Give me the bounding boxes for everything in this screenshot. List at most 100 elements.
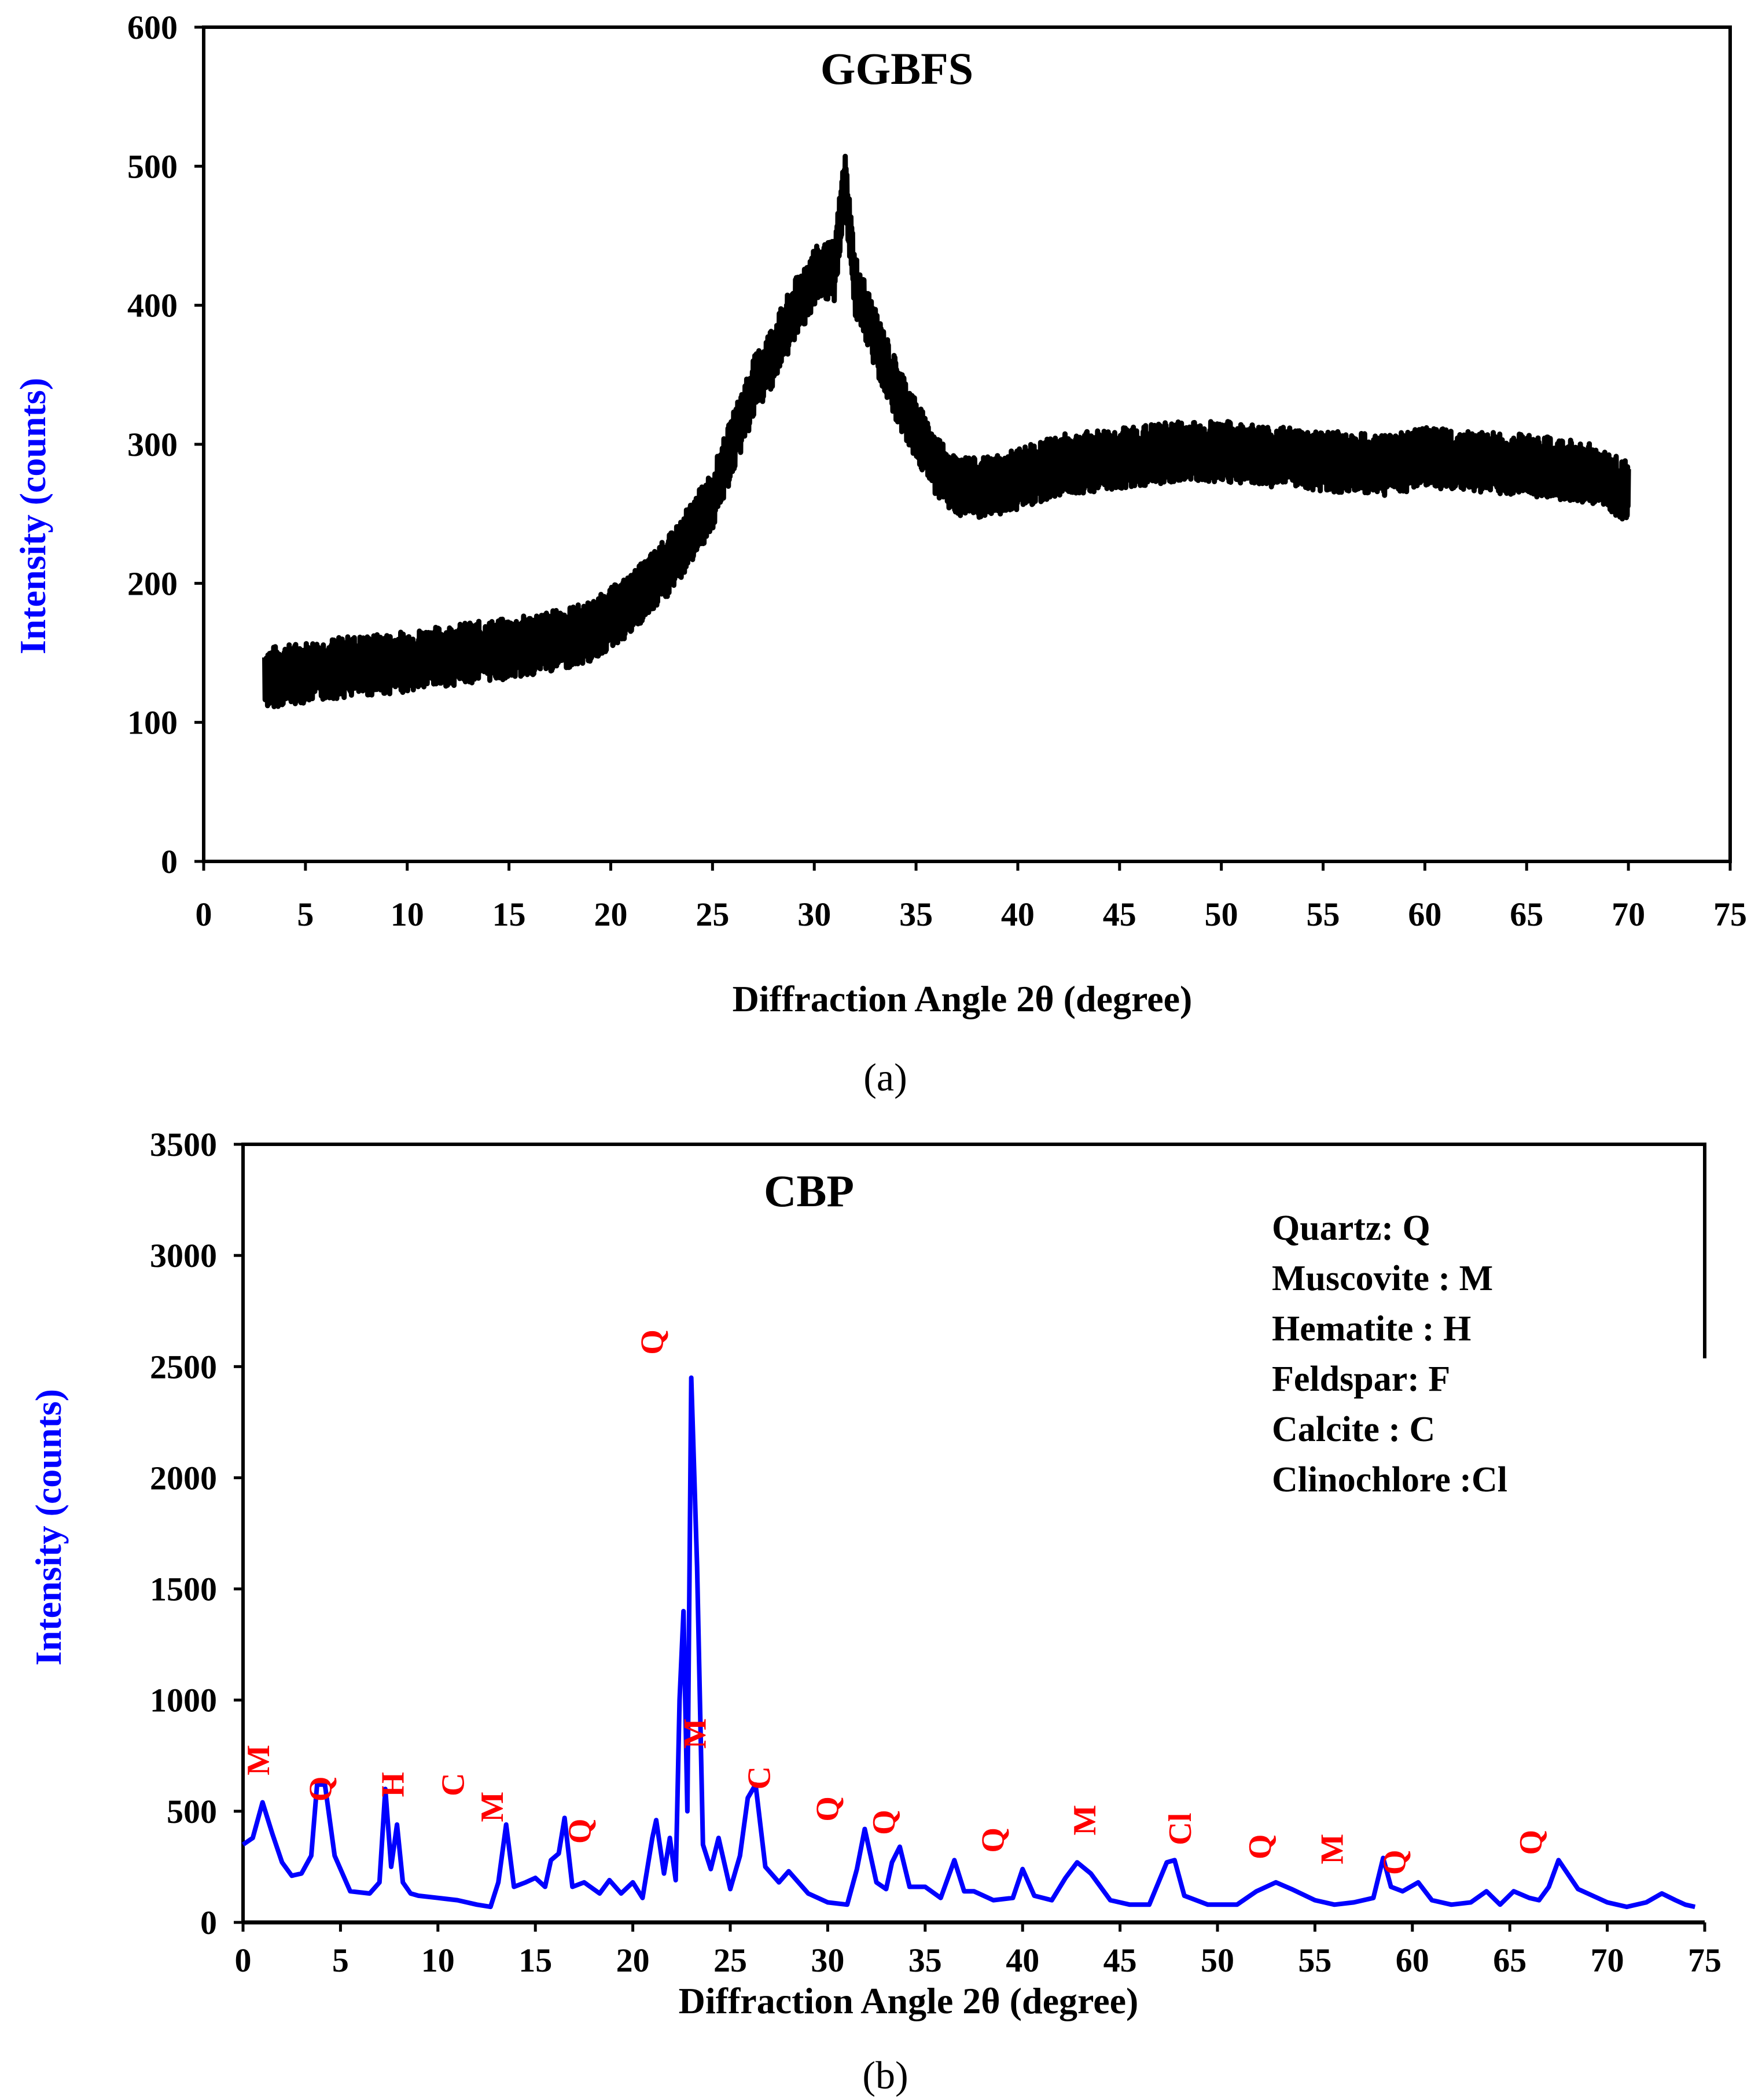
legend-entry-feldspar: Feldspar: F — [1272, 1360, 1450, 1399]
peak-label-h: H — [375, 1772, 411, 1797]
panel-a-y-axis-title: Intensity (counts) — [12, 378, 53, 654]
panel-b-x-axis-title: Diffraction Angle 2θ (degree) — [679, 1980, 1139, 2021]
panel-b-data-point — [272, 1833, 273, 1834]
panel-b-data-point — [1684, 1904, 1686, 1905]
panel-b-x-tick-label: 20 — [616, 1941, 650, 1979]
panel-a-y-tick-label: 300 — [127, 426, 178, 463]
panel-a-y-tick-label: 0 — [161, 843, 178, 880]
panel-b-y-tick-label: 3500 — [150, 1126, 217, 1163]
panel-b-data-point — [334, 1855, 335, 1856]
panel-b-x-tick-label: 55 — [1298, 1941, 1331, 1979]
panel-b-x-tick-label: 60 — [1396, 1941, 1429, 1979]
panel-b-series — [241, 1375, 1696, 1910]
peak-label-m: M — [241, 1745, 277, 1775]
panel-a-y-ticks: 0 100 200 300 400 500 600 — [127, 9, 204, 880]
peak-label-m: M — [1315, 1834, 1351, 1865]
panel-b-data-point — [1486, 1891, 1487, 1892]
panel-a-y-tick-label: 100 — [127, 704, 178, 742]
peak-label-q: Q — [634, 1329, 670, 1355]
panel-b-data-point — [609, 1880, 610, 1881]
panel-b-x-tick-label: 45 — [1103, 1941, 1137, 1979]
panel-b-data-point — [558, 1853, 560, 1854]
panel-b-data-point — [827, 1902, 828, 1903]
peak-label-m: M — [1067, 1805, 1103, 1836]
panel-b-x-tick-label: 40 — [1006, 1941, 1039, 1979]
panel-a-series — [262, 153, 1631, 709]
panel-b-y-tick-label: 3000 — [150, 1237, 217, 1274]
panel-a-x-tick-label: 45 — [1103, 896, 1136, 933]
panel-b-data-point — [1033, 1895, 1035, 1896]
panel-a-x-tick-label: 40 — [1001, 896, 1035, 933]
panel-b-data-point — [599, 1893, 600, 1894]
panel-b-data-point — [1513, 1891, 1514, 1892]
panel-b-plot-frame — [241, 1143, 1706, 1922]
legend-entry-calcite: Calcite : C — [1272, 1410, 1435, 1449]
panel-b-data-point — [242, 1844, 244, 1845]
panel-b-data-point — [1256, 1891, 1257, 1892]
panel-b-x-tick-label: 10 — [421, 1941, 455, 1979]
panel-a-x-tick-label: 0 — [196, 896, 212, 933]
panel-a-x-axis-title: Diffraction Angle 2θ (degree) — [733, 978, 1193, 1019]
panel-b-y-axis-title: Intensity (counts) — [28, 1389, 69, 1666]
panel-b-data-point — [755, 1784, 756, 1785]
panel-a-x-tick-label: 65 — [1510, 896, 1543, 933]
panel-b-x-tick-label: 25 — [713, 1941, 747, 1979]
peak-label-m: M — [474, 1792, 510, 1822]
panel-a-x-tick-label: 75 — [1713, 896, 1747, 933]
panel-a-y-tick-label: 400 — [127, 287, 178, 325]
peak-label-q: Q — [1242, 1834, 1278, 1860]
panel-a-y-tick-label: 200 — [127, 565, 178, 602]
legend-entry-clinochlore: Clinochlore :Cl — [1272, 1460, 1507, 1500]
panel-a-x-tick-label: 10 — [391, 896, 424, 933]
panel-b-data-point — [656, 1819, 657, 1821]
panel-b-x-tick-label: 35 — [908, 1941, 942, 1979]
panel-a-ggbfs: 0 100 200 300 400 500 600 0 5 10 15 20 25 30 35 40 45 50… — [12, 9, 1747, 1099]
panel-b-y-tick-label: 2000 — [150, 1459, 217, 1497]
panel-b-y-ticks: 0 500 1000 1500 2000 2500 3000 3500 — [150, 1126, 243, 1941]
panel-b-data-point — [252, 1837, 253, 1839]
panel-b-y-tick-label: 0 — [200, 1904, 217, 1941]
peak-label-q: Q — [976, 1828, 1011, 1853]
panel-b-data-point — [1451, 1904, 1452, 1905]
legend-entry-quartz: Quartz: Q — [1272, 1209, 1430, 1248]
panel-b-data-point — [396, 1824, 398, 1825]
panel-b-y-tick-label: 1500 — [150, 1571, 217, 1608]
panel-b-data-point — [301, 1873, 302, 1874]
panel-b-x-tick-label: 50 — [1201, 1941, 1234, 1979]
panel-b-data-point — [652, 1837, 653, 1839]
panel-b-data-point — [675, 1880, 676, 1881]
panel-a-label: (a) — [863, 1055, 907, 1099]
panel-b-data-point — [369, 1893, 370, 1894]
panel-b-x-tick-label: 70 — [1591, 1941, 1624, 1979]
panel-b-data-point — [847, 1904, 848, 1905]
panel-a-x-tick-label: 5 — [297, 896, 314, 933]
panel-a-x-tick-label: 70 — [1612, 896, 1645, 933]
peak-label-cl: Cl — [1163, 1813, 1198, 1845]
panel-a-series-line — [262, 153, 1631, 709]
peak-label-c: C — [742, 1766, 778, 1789]
panel-b-data-point — [1334, 1904, 1335, 1905]
panel-b-data-point — [1149, 1904, 1150, 1905]
panel-a-x-tick-label: 20 — [594, 896, 627, 933]
panel-b-data-point — [963, 1891, 965, 1892]
panel-b-y-tick-label: 500 — [167, 1793, 217, 1830]
panel-b-data-point — [1353, 1902, 1355, 1903]
panel-b-y-tick-label: 1000 — [150, 1682, 217, 1719]
panel-b-x-tick-label: 5 — [332, 1941, 349, 1979]
panel-b-x-tick-label: 0 — [235, 1941, 252, 1979]
panel-a-x-tick-label: 15 — [492, 896, 526, 933]
panel-a-x-tick-label: 35 — [899, 896, 933, 933]
panel-a-x-ticks: 0 5 10 15 20 25 30 35 40 45 50 55 60 65 70 75 — [196, 861, 1747, 933]
peak-label-q: Q — [1377, 1850, 1413, 1875]
panel-a-x-tick-label: 25 — [696, 896, 729, 933]
panel-b-title: CBP — [764, 1166, 854, 1216]
panel-a-x-tick-label: 50 — [1205, 896, 1238, 933]
panel-a-y-tick-label: 600 — [127, 9, 178, 46]
panel-b-x-tick-label: 65 — [1493, 1941, 1526, 1979]
panel-b-y-tick-label: 2500 — [150, 1348, 217, 1386]
panel-a-x-tick-label: 60 — [1408, 896, 1441, 933]
peak-label-q: Q — [562, 1819, 598, 1844]
panel-b-data-point — [317, 1784, 318, 1785]
peak-label-q: Q — [866, 1810, 902, 1835]
panel-b-data-point — [262, 1802, 263, 1803]
